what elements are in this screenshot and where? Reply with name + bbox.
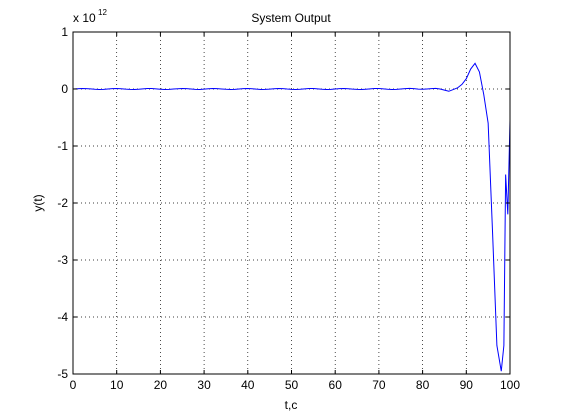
y-exponent-power: 12 bbox=[98, 8, 107, 17]
x-axis-label: t,c bbox=[285, 398, 298, 412]
data-series bbox=[72, 62, 511, 372]
x-tick-label: 50 bbox=[285, 378, 299, 392]
y-tick-label: -1 bbox=[57, 139, 68, 153]
x-tick-label: 20 bbox=[154, 378, 168, 392]
y-tick-label: -3 bbox=[57, 253, 68, 267]
x-tick-label: 30 bbox=[197, 378, 211, 392]
y-tick-label: -4 bbox=[57, 310, 68, 324]
x-tick-label: 10 bbox=[110, 378, 124, 392]
y-tick-label: -5 bbox=[57, 367, 68, 381]
x-tick-label: 80 bbox=[416, 378, 430, 392]
axis-ticks bbox=[72, 31, 511, 375]
y-tick-labels: -5 -4 -3 -2 -1 0 1 bbox=[57, 25, 68, 381]
series-line bbox=[72, 62, 511, 372]
y-axis-label: y(t) bbox=[31, 194, 45, 211]
chart-title: System Output bbox=[251, 11, 331, 25]
plot-area bbox=[73, 32, 510, 374]
x-tick-label: 70 bbox=[372, 378, 386, 392]
x-tick-labels: 0 10 20 30 40 50 60 70 80 90 100 bbox=[70, 378, 521, 392]
x-tick-label: 60 bbox=[329, 378, 343, 392]
y-tick-label: 1 bbox=[61, 25, 68, 39]
y-tick-label: 0 bbox=[61, 82, 68, 96]
x-tick-label: 40 bbox=[241, 378, 255, 392]
y-exponent-base: x 10 bbox=[73, 11, 96, 25]
x-tick-label: 100 bbox=[500, 378, 520, 392]
x-tick-label: 0 bbox=[70, 378, 77, 392]
x-tick-label: 90 bbox=[460, 378, 474, 392]
y-tick-label: -2 bbox=[57, 196, 68, 210]
